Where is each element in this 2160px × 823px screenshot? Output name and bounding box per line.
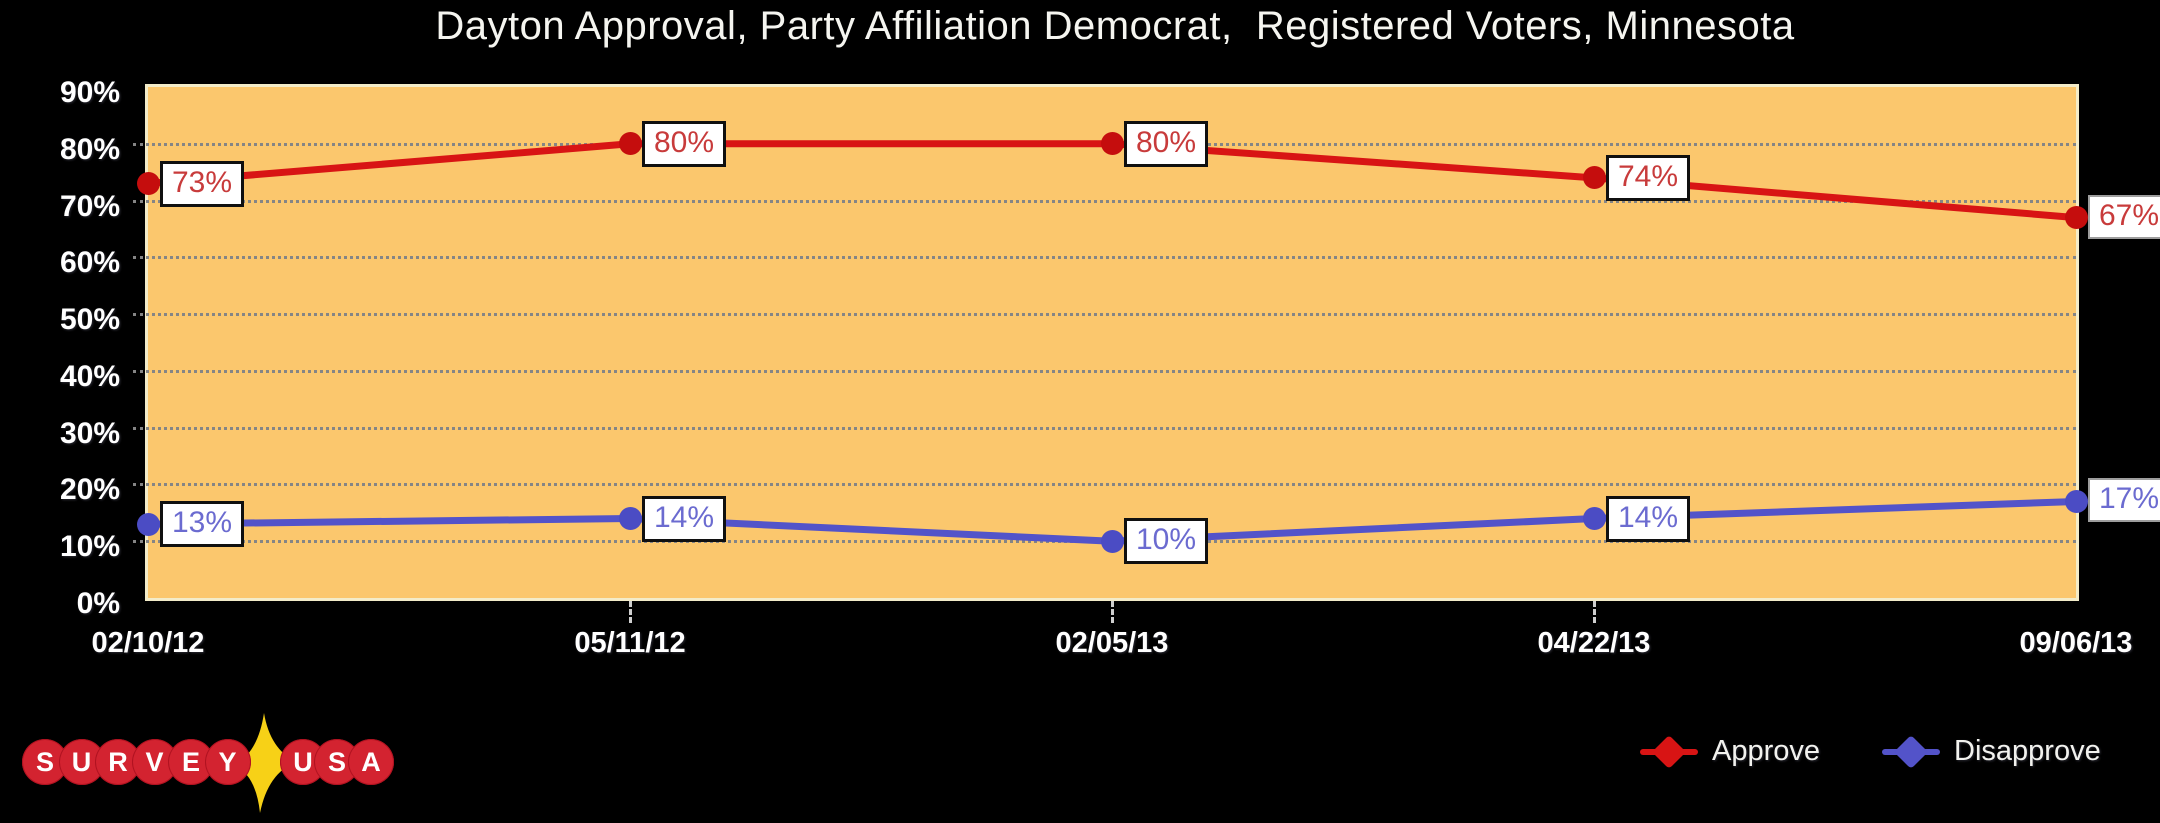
x-tick-mark (1593, 601, 1596, 623)
gridline-70 (133, 199, 2076, 203)
x-tick-mark (629, 601, 632, 623)
y-tick-label: 70% (59, 189, 120, 223)
y-tick-label: 20% (59, 473, 120, 507)
point-label-approve-4: 67% (2088, 194, 2160, 239)
data-point-approve-2 (1100, 132, 1124, 156)
point-label-disapprove-2: 10% (1124, 518, 1209, 565)
logo-letter-circle: R (95, 739, 141, 785)
legend-marker-icon (1882, 734, 1941, 769)
y-tick-label: 80% (59, 132, 120, 166)
data-point-approve-3 (1582, 166, 1606, 190)
legend-diamond-icon (1652, 734, 1686, 769)
y-tick-label: 0% (76, 587, 120, 620)
data-point-disapprove-1 (618, 507, 642, 530)
data-point-disapprove-3 (1582, 507, 1606, 530)
data-point-approve-0 (136, 172, 160, 196)
x-tick-label: 09/06/13 (2019, 627, 2133, 659)
legend-diamond-icon (1894, 734, 1928, 769)
gridline-50 (133, 313, 2076, 317)
point-label-disapprove-0: 13% (160, 501, 245, 548)
gridline-20 (133, 483, 2076, 487)
y-tick-label: 90% (59, 76, 120, 109)
point-label-approve-3: 74% (1606, 154, 1691, 201)
legend-item-disapprove: Disapprove (1882, 734, 2101, 769)
point-label-approve-2: 80% (1124, 120, 1209, 167)
data-point-approve-4 (2064, 206, 2088, 230)
logo-star-icon (230, 713, 296, 818)
point-label-disapprove-1: 14% (642, 495, 727, 542)
y-tick-label: 60% (59, 246, 120, 280)
x-tick-mark (1111, 601, 1114, 623)
point-label-approve-1: 80% (642, 120, 727, 167)
x-tick-label: 04/22/13 (1537, 627, 1651, 659)
data-point-approve-1 (618, 132, 642, 156)
legend-label: Disapprove (1954, 735, 2101, 767)
logo-letter-circle: Y (204, 739, 251, 785)
legend-marker-icon (1640, 734, 1698, 769)
legend-item-approve: Approve (1640, 734, 1821, 769)
gridline-30 (133, 426, 2076, 430)
data-point-disapprove-2 (1100, 529, 1124, 553)
legend: Approve Disapprove (1640, 734, 2101, 769)
data-point-disapprove-0 (136, 512, 160, 536)
data-point-disapprove-4 (2064, 489, 2088, 513)
gridline-60 (133, 256, 2076, 260)
logo-letter-circle: A (348, 739, 394, 785)
gridline-40 (133, 369, 2076, 373)
chart-title: Dayton Approval, Party Affiliation Democ… (435, 4, 1795, 48)
y-tick-label: 10% (59, 530, 120, 564)
point-label-disapprove-3: 14% (1606, 495, 1691, 542)
x-tick-label: 05/11/12 (574, 627, 686, 659)
y-tick-label: 50% (59, 303, 120, 337)
x-tick-label: 02/05/13 (1055, 627, 1169, 659)
x-tick-label: 02/10/12 (91, 627, 205, 659)
legend-label: Approve (1712, 735, 1821, 767)
y-tick-label: 40% (59, 359, 120, 393)
star-glyph (234, 713, 296, 813)
point-label-disapprove-4: 17% (2088, 478, 2160, 523)
point-label-approve-0: 73% (160, 160, 245, 207)
y-tick-label: 30% (59, 416, 120, 450)
chart-lines (144, 140, 2080, 545)
